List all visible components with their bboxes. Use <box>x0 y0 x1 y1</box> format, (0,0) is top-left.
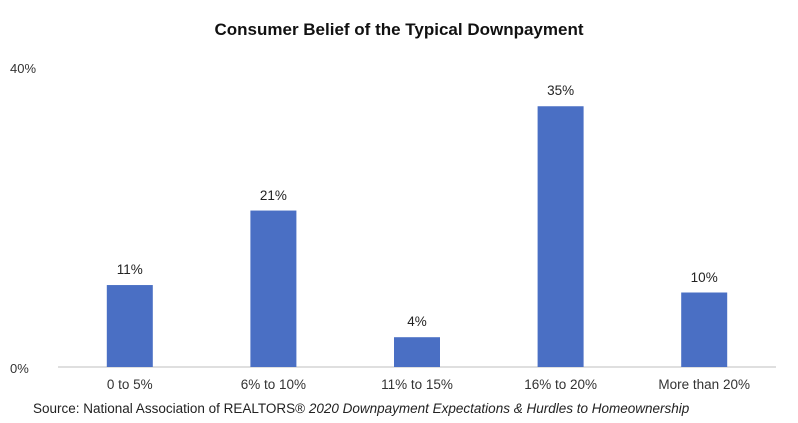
source-note: Source: National Association of REALTORS… <box>33 401 689 416</box>
source-title: 2020 Downpayment Expectations & Hurdles … <box>308 401 690 416</box>
bar-0 <box>106 285 153 367</box>
data-label-1: 21% <box>259 187 287 203</box>
chart-title: Consumer Belief of the Typical Downpayme… <box>214 20 584 39</box>
x-tick-label-1: 6% to 10% <box>240 377 307 392</box>
source-prefix: Source: National Association of REALTORS… <box>33 401 309 416</box>
bar-3 <box>537 106 584 367</box>
data-label-0: 11% <box>116 262 143 278</box>
data-label-2: 4% <box>407 314 427 330</box>
data-label-4: 10% <box>690 269 718 285</box>
x-tick-label-3: 16% to 20% <box>524 377 597 392</box>
data-label-3: 35% <box>547 83 575 99</box>
x-tick-label-2: 11% to 15% <box>381 377 453 392</box>
y-tick-top: 40% <box>10 61 37 76</box>
x-tick-label-4: More than 20% <box>658 377 750 392</box>
bar-2 <box>394 337 440 367</box>
bar-1 <box>250 210 297 367</box>
bar-4 <box>681 292 728 367</box>
y-tick-bottom: 0% <box>10 361 29 376</box>
x-tick-label-0: 0 to 5% <box>106 377 153 392</box>
